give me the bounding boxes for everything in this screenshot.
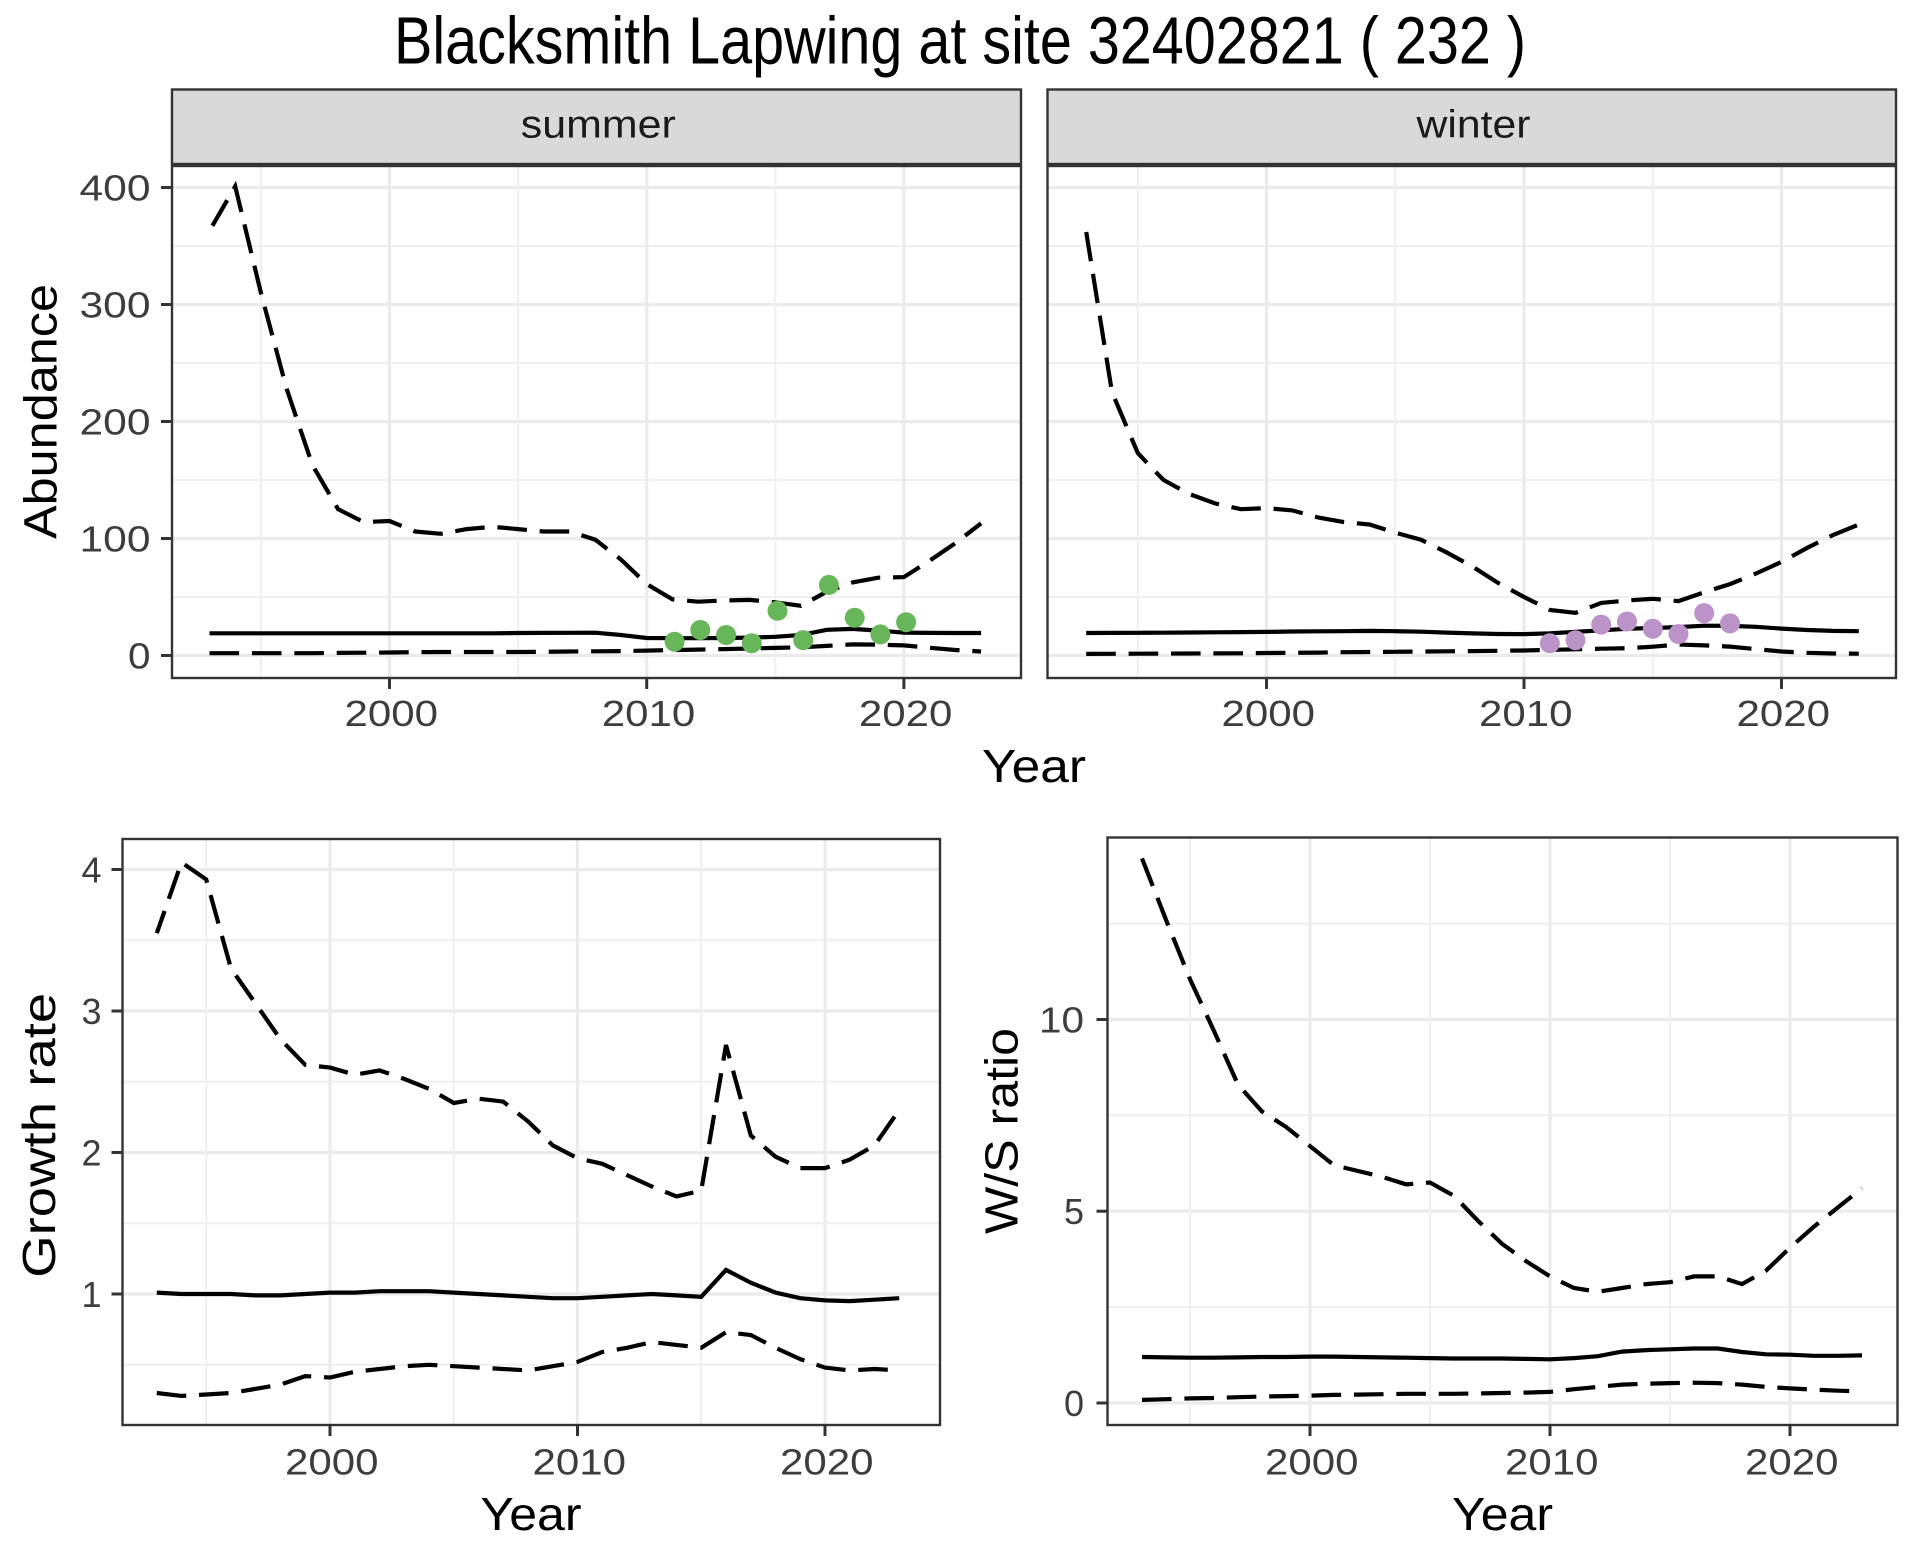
svg-text:2010: 2010 — [533, 1442, 627, 1483]
svg-text:2010: 2010 — [602, 693, 696, 734]
svg-text:Year: Year — [1452, 1488, 1553, 1540]
svg-text:Year: Year — [481, 1488, 582, 1540]
svg-text:2020: 2020 — [780, 1442, 874, 1483]
svg-text:Blacksmith Lapwing at site 324: Blacksmith Lapwing at site 32402821 ( 23… — [394, 5, 1526, 79]
svg-text:Growth rate: Growth rate — [13, 993, 65, 1278]
svg-text:2000: 2000 — [345, 693, 439, 734]
svg-text:5: 5 — [1064, 1191, 1084, 1232]
svg-text:Abundance: Abundance — [15, 284, 67, 539]
svg-text:2020: 2020 — [859, 693, 953, 734]
svg-text:2020: 2020 — [1737, 693, 1831, 734]
svg-text:winter: winter — [1415, 104, 1530, 147]
svg-text:2010: 2010 — [1505, 1442, 1599, 1483]
svg-text:2000: 2000 — [1222, 693, 1316, 734]
svg-text:W/S ratio: W/S ratio — [976, 1028, 1028, 1234]
svg-text:0: 0 — [1064, 1383, 1084, 1424]
svg-text:0: 0 — [128, 635, 151, 676]
svg-text:10: 10 — [1039, 999, 1084, 1040]
svg-text:4: 4 — [81, 849, 101, 890]
svg-text:2: 2 — [81, 1132, 101, 1173]
svg-text:2020: 2020 — [1745, 1442, 1839, 1483]
svg-text:2000: 2000 — [1265, 1442, 1359, 1483]
svg-text:100: 100 — [80, 518, 151, 559]
svg-text:2010: 2010 — [1479, 693, 1573, 734]
svg-text:Year: Year — [982, 740, 1086, 792]
svg-text:400: 400 — [80, 167, 151, 208]
svg-text:3: 3 — [81, 991, 101, 1032]
svg-text:summer: summer — [521, 104, 676, 147]
svg-text:300: 300 — [80, 284, 151, 325]
svg-text:2000: 2000 — [285, 1442, 379, 1483]
svg-text:1: 1 — [81, 1274, 101, 1315]
svg-text:200: 200 — [80, 401, 151, 442]
